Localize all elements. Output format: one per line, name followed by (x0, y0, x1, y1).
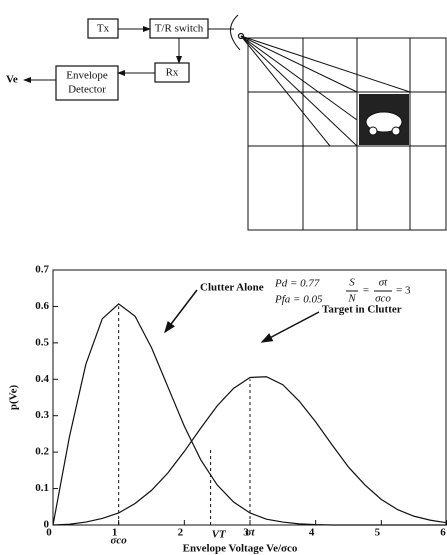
range-grid (240, 35, 447, 231)
marker-label: σco (111, 535, 128, 547)
y-tick-label: 0.7 (35, 264, 49, 276)
annotation: S (349, 277, 355, 289)
series-label: Target in Clutter (322, 304, 402, 316)
y-tick-label: 0.6 (35, 300, 49, 312)
output-label: Ve (6, 74, 18, 86)
tx-label: Tx (97, 23, 110, 35)
detector-label: Detector (68, 84, 106, 96)
series-label: Clutter Alone (200, 282, 264, 294)
chart: 0 0.1 0.2 0.3 0.4 0.5 0.6 0.7 0 1 2 3 4 5 6 Envelope Vo… (8, 264, 447, 555)
y-tick-label: 0.1 (35, 482, 49, 494)
x-tick-label: 4 (309, 527, 315, 539)
x-tick-label: 2 (178, 527, 184, 539)
marker-label: σt (246, 527, 256, 539)
detector-label: Envelope (66, 70, 108, 82)
y-tick-label: 0 (44, 519, 50, 531)
x-tick-label: 5 (375, 527, 381, 539)
y-tick-label: 0.2 (35, 446, 49, 458)
annotation: σt (379, 277, 388, 289)
annotation: N (347, 293, 356, 305)
y-axis-label: p(Ve) (8, 385, 20, 411)
annotation-arrow (260, 311, 320, 343)
annotation: = 3 (396, 285, 411, 297)
x-axis-label: Envelope Voltage Ve/σco (183, 543, 298, 555)
detector-box (55, 65, 119, 101)
switch-label: T/R switch (155, 23, 204, 35)
x-tick-label: 3 (243, 527, 249, 539)
annotation: = (363, 285, 369, 297)
rx-label: Rx (166, 67, 179, 79)
annotation-arrow (164, 289, 198, 334)
annotation: Pd = 0.77 (274, 278, 320, 290)
x-tick-label: 0 (46, 527, 52, 539)
antenna (230, 14, 241, 51)
annotation: σco (375, 293, 391, 305)
y-tick-label: 0.4 (35, 373, 49, 385)
y-tick-label: 0.3 (35, 409, 49, 421)
marker-label: VT (212, 529, 227, 541)
annotation: Pfa = 0.05 (274, 294, 323, 306)
x-tick-label: 1 (112, 527, 118, 539)
block-diagram: Tx T/R switch Rx Envelope Detector Ve (6, 14, 447, 231)
y-tick-label: 0.5 (35, 336, 49, 348)
x-tick-label: 6 (440, 527, 446, 539)
